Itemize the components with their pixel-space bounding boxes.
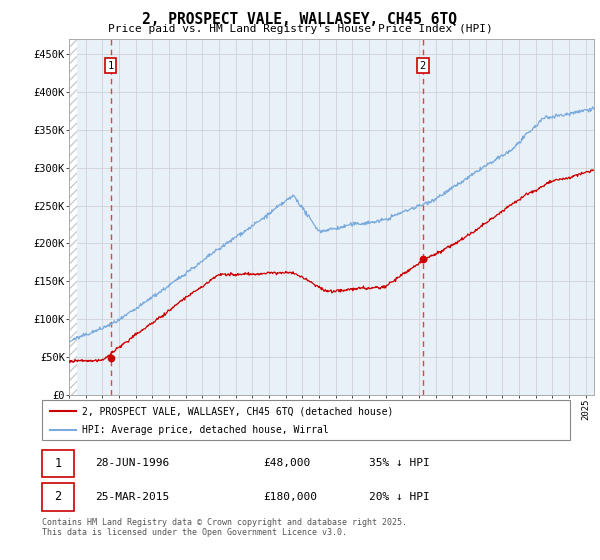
Text: 1: 1 xyxy=(107,61,113,71)
Text: 2, PROSPECT VALE, WALLASEY, CH45 6TQ (detached house): 2, PROSPECT VALE, WALLASEY, CH45 6TQ (de… xyxy=(82,407,393,417)
Text: 2, PROSPECT VALE, WALLASEY, CH45 6TQ: 2, PROSPECT VALE, WALLASEY, CH45 6TQ xyxy=(143,12,458,27)
Text: 28-JUN-1996: 28-JUN-1996 xyxy=(95,459,169,468)
Text: 2: 2 xyxy=(54,491,61,503)
Text: 35% ↓ HPI: 35% ↓ HPI xyxy=(370,459,430,468)
Text: £48,000: £48,000 xyxy=(264,459,311,468)
Text: 1: 1 xyxy=(54,457,61,470)
Text: 20% ↓ HPI: 20% ↓ HPI xyxy=(370,492,430,502)
Text: 25-MAR-2015: 25-MAR-2015 xyxy=(95,492,169,502)
FancyBboxPatch shape xyxy=(42,400,570,440)
Text: HPI: Average price, detached house, Wirral: HPI: Average price, detached house, Wirr… xyxy=(82,425,328,435)
FancyBboxPatch shape xyxy=(42,483,74,511)
FancyBboxPatch shape xyxy=(42,450,74,477)
Text: Contains HM Land Registry data © Crown copyright and database right 2025.
This d: Contains HM Land Registry data © Crown c… xyxy=(42,518,407,538)
Text: 2: 2 xyxy=(420,61,426,71)
Text: Price paid vs. HM Land Registry's House Price Index (HPI): Price paid vs. HM Land Registry's House … xyxy=(107,24,493,34)
Text: £180,000: £180,000 xyxy=(264,492,318,502)
